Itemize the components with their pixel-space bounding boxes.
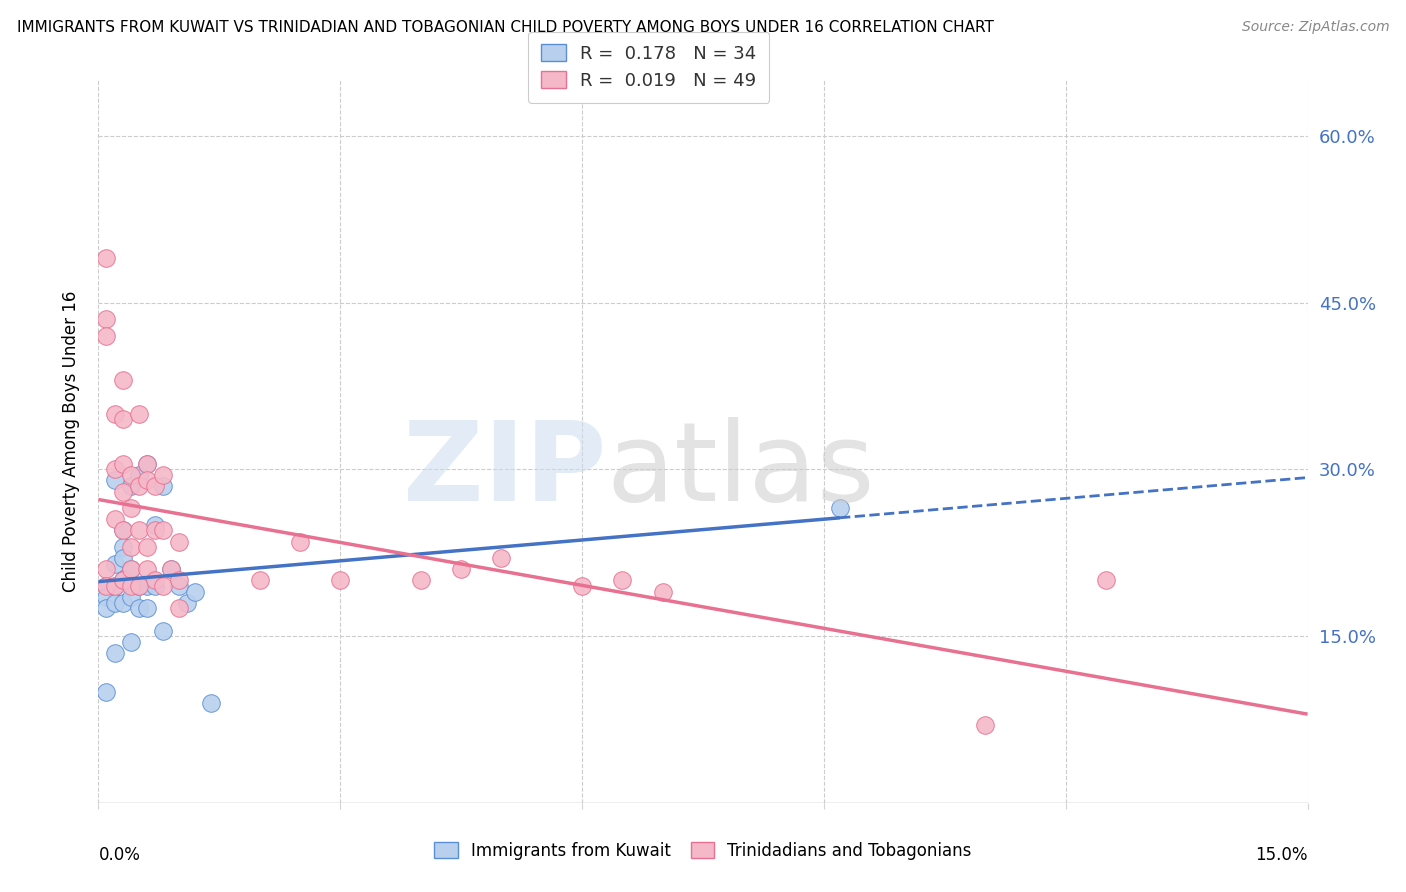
Point xyxy=(571,579,593,593)
Text: atlas: atlas xyxy=(606,417,875,524)
Point xyxy=(143,579,166,593)
Point xyxy=(167,601,190,615)
Y-axis label: Child Poverty Among Boys Under 16: Child Poverty Among Boys Under 16 xyxy=(62,291,80,592)
Point xyxy=(128,579,150,593)
Point xyxy=(651,584,673,599)
Point xyxy=(828,501,851,516)
Point xyxy=(103,646,125,660)
Point xyxy=(120,562,142,576)
Point xyxy=(143,517,166,532)
Point xyxy=(120,590,142,604)
Point xyxy=(167,574,190,588)
Point xyxy=(111,574,134,588)
Point xyxy=(120,562,142,576)
Point xyxy=(128,479,150,493)
Point xyxy=(111,457,134,471)
Point xyxy=(176,596,198,610)
Point xyxy=(143,574,166,588)
Point xyxy=(111,596,134,610)
Point xyxy=(135,601,157,615)
Point xyxy=(111,524,134,538)
Point xyxy=(152,624,174,638)
Point xyxy=(111,484,134,499)
Point xyxy=(103,474,125,488)
Point xyxy=(120,540,142,554)
Point xyxy=(103,462,125,476)
Point xyxy=(111,524,134,538)
Point xyxy=(128,524,150,538)
Point xyxy=(103,579,125,593)
Text: IMMIGRANTS FROM KUWAIT VS TRINIDADIAN AND TOBAGONIAN CHILD POVERTY AMONG BOYS UN: IMMIGRANTS FROM KUWAIT VS TRINIDADIAN AN… xyxy=(17,20,994,35)
Point xyxy=(103,407,125,421)
Point xyxy=(111,373,134,387)
Point xyxy=(160,562,183,576)
Point xyxy=(111,540,134,554)
Point xyxy=(135,562,157,576)
Point xyxy=(491,551,513,566)
Point xyxy=(135,540,157,554)
Point xyxy=(1095,574,1118,588)
Point xyxy=(152,579,174,593)
Point xyxy=(135,457,157,471)
Point xyxy=(128,579,150,593)
Point xyxy=(111,412,134,426)
Point xyxy=(152,479,174,493)
Point xyxy=(128,407,150,421)
Point xyxy=(111,574,134,588)
Point xyxy=(111,551,134,566)
Point xyxy=(96,590,118,604)
Text: ZIP: ZIP xyxy=(404,417,606,524)
Point xyxy=(200,696,222,710)
Point xyxy=(143,479,166,493)
Point xyxy=(167,534,190,549)
Point xyxy=(96,312,118,326)
Point xyxy=(103,512,125,526)
Point xyxy=(167,579,190,593)
Point xyxy=(160,562,183,576)
Point xyxy=(450,562,472,576)
Point xyxy=(103,579,125,593)
Point xyxy=(96,684,118,698)
Point xyxy=(96,251,118,265)
Point xyxy=(120,467,142,482)
Point xyxy=(135,579,157,593)
Point xyxy=(103,596,125,610)
Point xyxy=(184,584,207,599)
Text: 15.0%: 15.0% xyxy=(1256,847,1308,864)
Point xyxy=(120,479,142,493)
Point xyxy=(974,718,997,732)
Point xyxy=(96,579,118,593)
Text: 0.0%: 0.0% xyxy=(98,847,141,864)
Legend: Immigrants from Kuwait, Trinidadians and Tobagonians: Immigrants from Kuwait, Trinidadians and… xyxy=(427,836,979,867)
Point xyxy=(152,467,174,482)
Point xyxy=(128,467,150,482)
Point xyxy=(249,574,271,588)
Point xyxy=(288,534,311,549)
Point xyxy=(96,579,118,593)
Point xyxy=(152,524,174,538)
Point xyxy=(143,524,166,538)
Point xyxy=(135,457,157,471)
Point xyxy=(103,557,125,571)
Text: Source: ZipAtlas.com: Source: ZipAtlas.com xyxy=(1241,20,1389,34)
Point xyxy=(96,329,118,343)
Point xyxy=(612,574,634,588)
Point xyxy=(96,601,118,615)
Point xyxy=(120,501,142,516)
Point xyxy=(120,579,142,593)
Point xyxy=(409,574,432,588)
Point xyxy=(128,601,150,615)
Point xyxy=(96,562,118,576)
Point xyxy=(329,574,352,588)
Point xyxy=(120,634,142,648)
Point xyxy=(135,474,157,488)
